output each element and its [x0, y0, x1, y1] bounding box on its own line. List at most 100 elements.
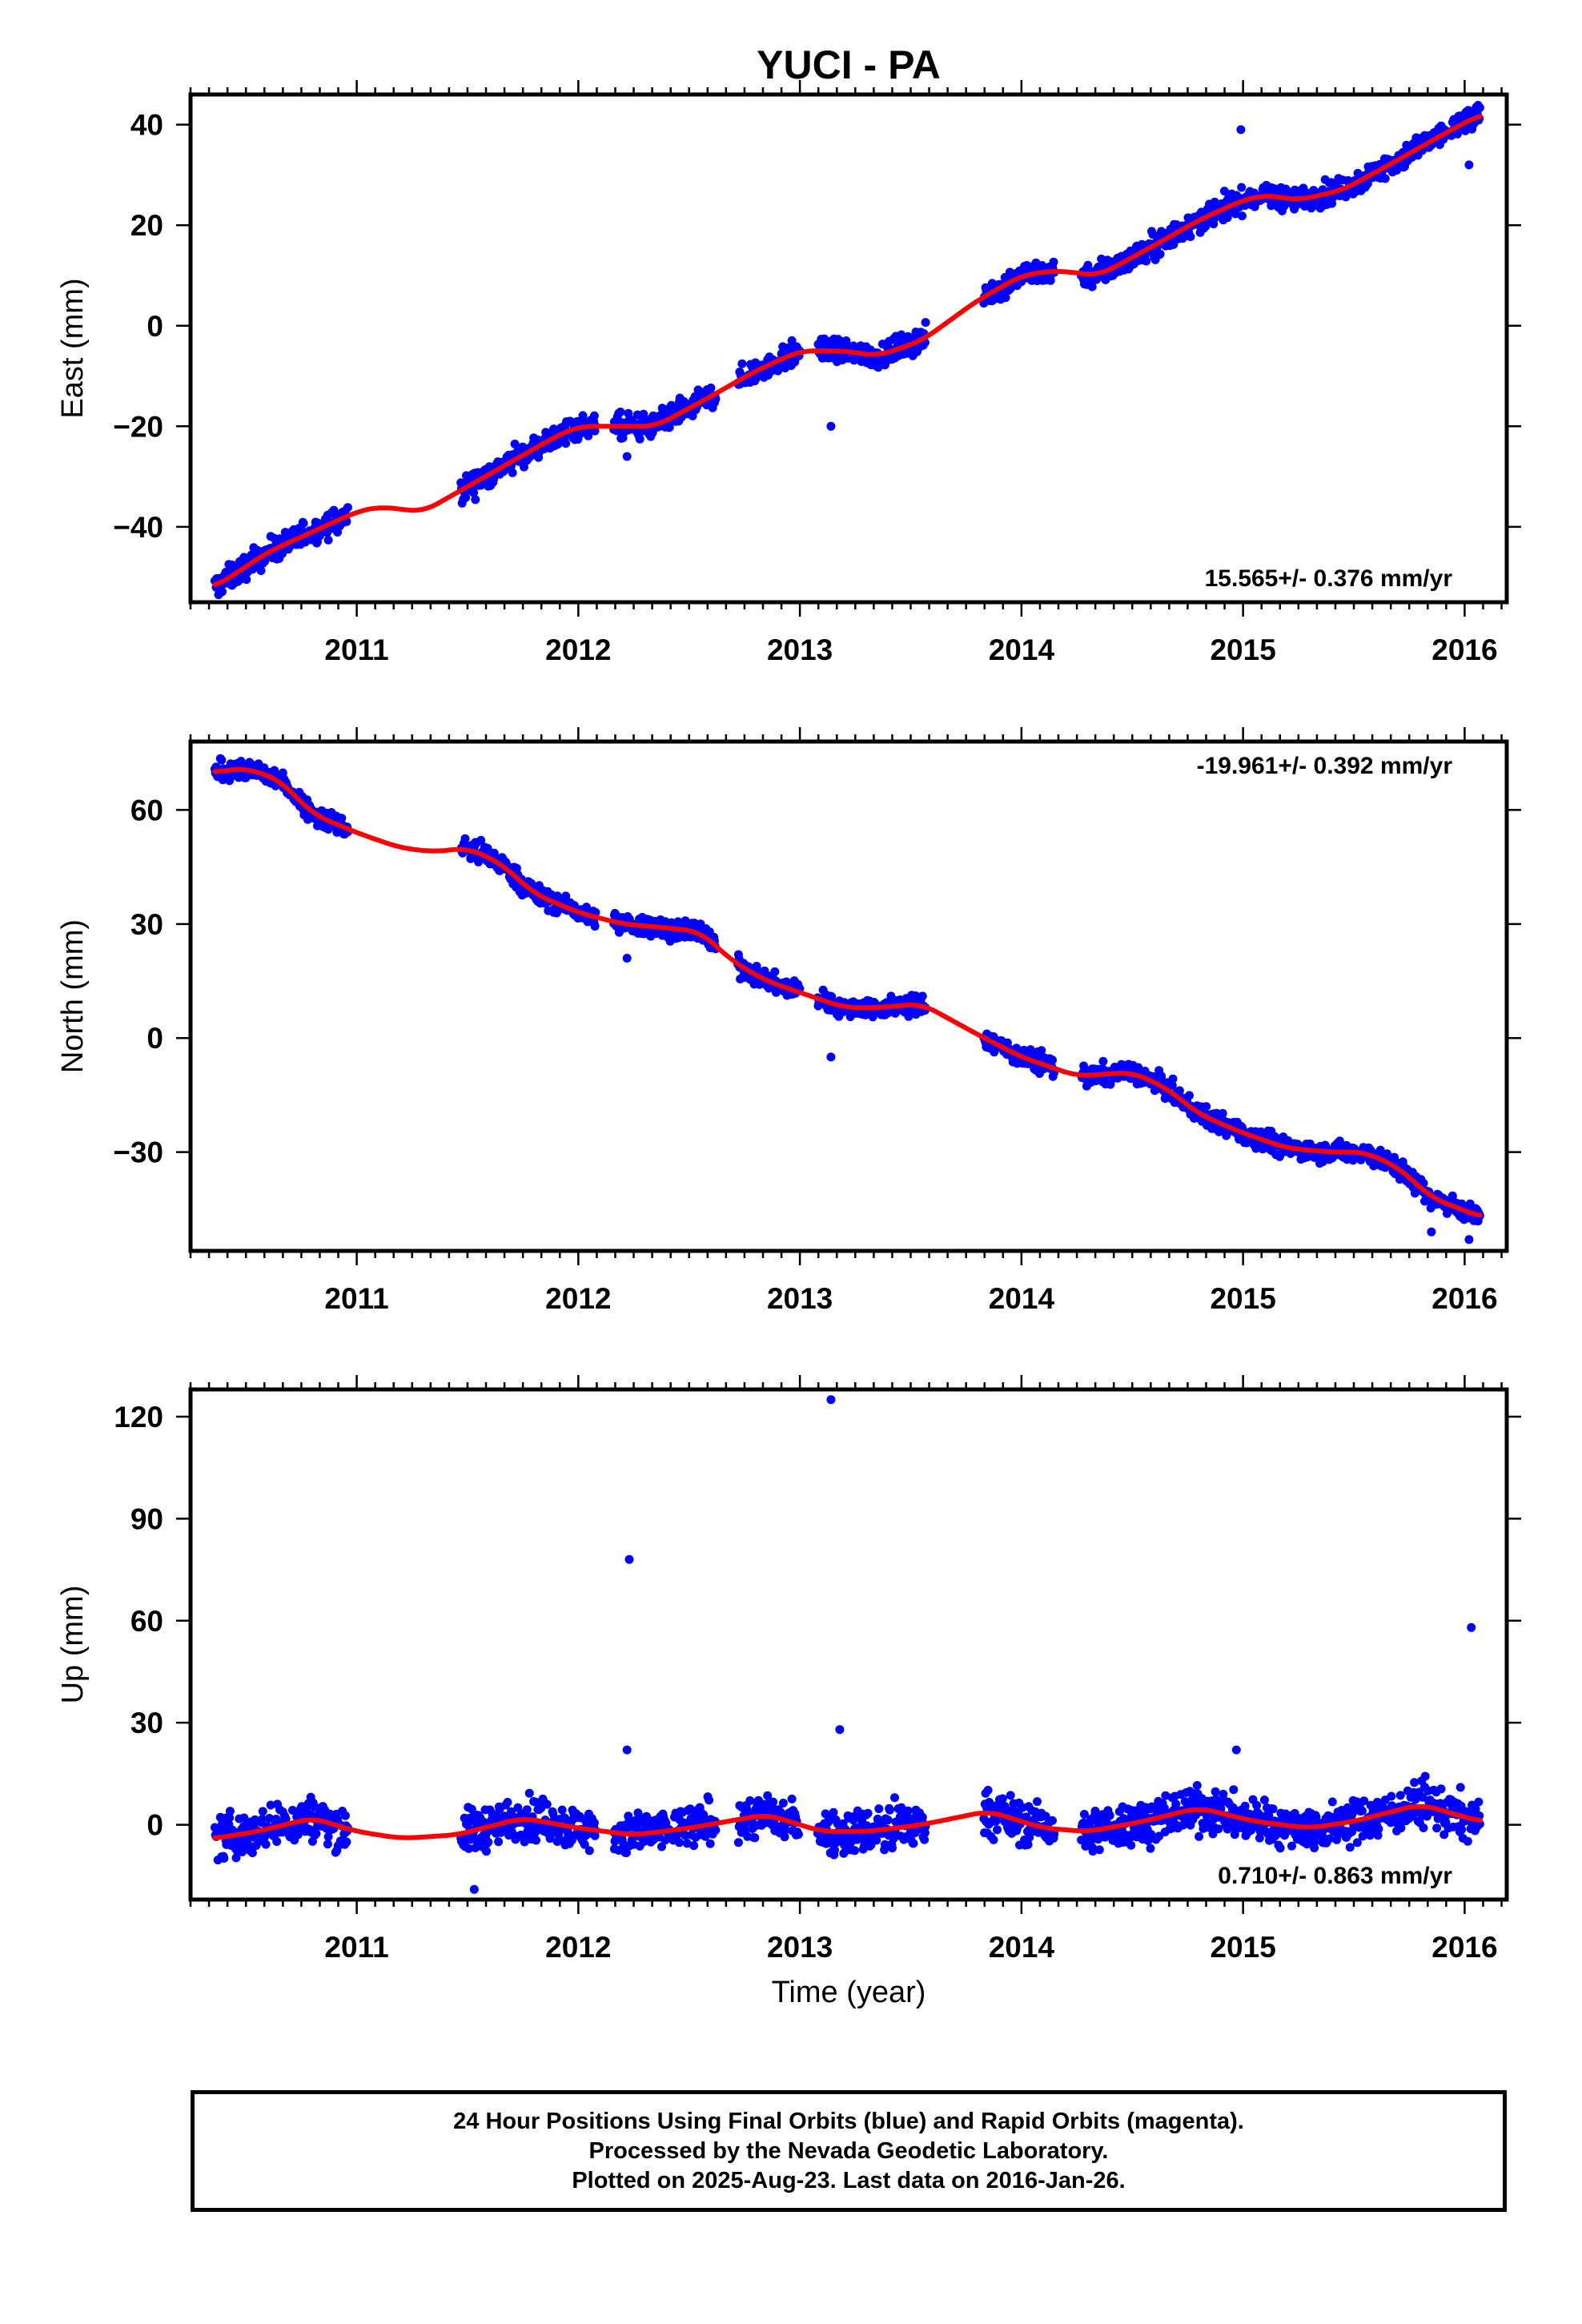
- data-point: [1374, 1824, 1383, 1834]
- data-point: [557, 1805, 567, 1815]
- data-point: [1094, 1845, 1104, 1855]
- data-point: [1168, 1074, 1178, 1084]
- data-point: [1452, 129, 1462, 139]
- data-point: [1420, 1771, 1430, 1781]
- data-point: [261, 1839, 271, 1849]
- x-tick-label: 2012: [545, 1282, 611, 1315]
- data-point: [219, 1854, 229, 1863]
- x-tick-label: 2012: [545, 633, 611, 666]
- data-point: [242, 575, 251, 585]
- data-point: [1357, 1806, 1367, 1815]
- data-point: [1363, 179, 1372, 188]
- data-point: [1268, 1804, 1278, 1814]
- data-point: [863, 1808, 873, 1818]
- data-point: [1392, 166, 1402, 175]
- data-point: [1259, 1795, 1269, 1805]
- x-tick-label: 2015: [1210, 633, 1275, 666]
- data-point: [1223, 213, 1232, 223]
- data-point: [590, 922, 600, 931]
- data-point: [469, 488, 479, 497]
- outlier-point: [826, 1052, 836, 1062]
- y-axis-label-north: North (mm): [56, 919, 90, 1073]
- data-point: [311, 1829, 321, 1838]
- data-point: [706, 383, 716, 392]
- data-point: [1463, 1836, 1472, 1846]
- data-points-up: [210, 1395, 1484, 1894]
- outlier-point: [622, 954, 632, 963]
- y-tick-label: −40: [113, 511, 163, 544]
- data-point: [1126, 1840, 1136, 1850]
- data-point: [1202, 1102, 1211, 1112]
- outlier-point: [1231, 1745, 1241, 1755]
- data-point: [1192, 1781, 1202, 1790]
- data-point: [508, 468, 517, 477]
- data-point: [1287, 1841, 1296, 1851]
- outlier-point: [624, 1554, 634, 1564]
- data-point: [998, 1794, 1007, 1803]
- data-point: [1475, 103, 1484, 112]
- data-point: [885, 1805, 894, 1815]
- outlier-point: [1464, 1235, 1474, 1244]
- data-point: [1380, 174, 1390, 183]
- chart-title: YUCI - PA: [757, 42, 941, 87]
- data-point: [665, 423, 674, 432]
- data-point: [323, 535, 333, 545]
- x-tick-label: 2016: [1431, 1282, 1497, 1315]
- data-point: [510, 439, 520, 448]
- data-point: [1229, 1785, 1239, 1795]
- data-point: [711, 1825, 721, 1835]
- data-point: [705, 1839, 715, 1848]
- data-point: [1275, 1844, 1285, 1853]
- outlier-point: [1427, 1227, 1436, 1236]
- data-point: [1237, 211, 1247, 221]
- data-point: [635, 434, 644, 444]
- data-point: [542, 1799, 552, 1809]
- data-point: [1146, 1844, 1155, 1853]
- data-point: [1410, 1778, 1419, 1787]
- data-point: [1142, 256, 1151, 266]
- data-point: [1098, 1056, 1108, 1066]
- data-point: [217, 755, 227, 765]
- outlier-point: [1467, 1622, 1476, 1632]
- rate-label-north: -19.961+/- 0.392 mm/yr: [1197, 753, 1453, 779]
- fit-curve-north: [212, 766, 1483, 1218]
- data-point: [482, 1847, 491, 1856]
- y-tick-label: 60: [130, 794, 163, 826]
- data-point: [770, 967, 780, 976]
- y-tick-label: 20: [130, 209, 163, 242]
- data-point: [883, 1815, 893, 1825]
- data-point: [1006, 1791, 1015, 1800]
- outlier-point: [826, 1395, 836, 1405]
- rate-label-east: 15.565+/- 0.376 mm/yr: [1205, 565, 1453, 592]
- data-point: [616, 407, 625, 416]
- data-point: [909, 1839, 918, 1848]
- x-tick-label: 2016: [1431, 633, 1497, 666]
- data-point: [1237, 183, 1247, 192]
- data-point: [1048, 1815, 1057, 1825]
- data-point: [793, 1830, 803, 1839]
- data-points-north: [210, 754, 1484, 1244]
- y-axis-label-east: East (mm): [56, 278, 90, 418]
- data-point: [874, 1804, 884, 1814]
- x-tick-label: 2014: [989, 1282, 1055, 1315]
- data-point: [890, 1793, 899, 1803]
- outlier-point: [622, 452, 632, 461]
- data-point: [888, 1844, 897, 1853]
- data-point: [1083, 260, 1093, 270]
- x-tick-label: 2013: [767, 633, 833, 666]
- data-point: [484, 1837, 493, 1847]
- data-point: [1456, 1783, 1465, 1792]
- data-point: [750, 1833, 760, 1843]
- data-point: [532, 1835, 541, 1845]
- data-point: [342, 1837, 351, 1847]
- data-point: [1460, 126, 1470, 135]
- data-point: [1105, 1811, 1114, 1820]
- y-tick-label: 30: [130, 908, 163, 941]
- data-point: [1087, 282, 1097, 292]
- data-point: [737, 359, 747, 368]
- x-axis-label: Time (year): [772, 1976, 926, 2009]
- data-point: [1219, 187, 1229, 196]
- data-point: [1396, 1823, 1406, 1833]
